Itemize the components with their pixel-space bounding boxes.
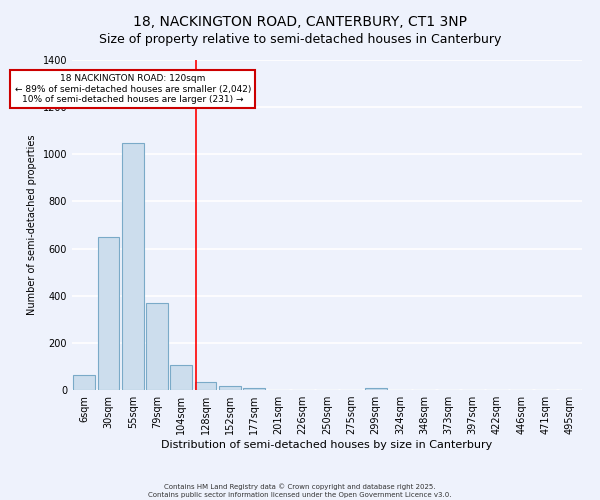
Bar — [97, 237, 119, 390]
Bar — [122, 142, 143, 390]
Bar — [170, 365, 192, 390]
Bar — [219, 386, 241, 390]
X-axis label: Distribution of semi-detached houses by size in Canterbury: Distribution of semi-detached houses by … — [161, 440, 493, 450]
Bar — [73, 374, 95, 390]
Bar — [146, 303, 168, 390]
Bar — [194, 382, 217, 390]
Text: Contains HM Land Registry data © Crown copyright and database right 2025.
Contai: Contains HM Land Registry data © Crown c… — [148, 484, 452, 498]
Y-axis label: Number of semi-detached properties: Number of semi-detached properties — [27, 134, 37, 316]
Text: 18, NACKINGTON ROAD, CANTERBURY, CT1 3NP: 18, NACKINGTON ROAD, CANTERBURY, CT1 3NP — [133, 15, 467, 29]
Text: Size of property relative to semi-detached houses in Canterbury: Size of property relative to semi-detach… — [99, 32, 501, 46]
Text: 18 NACKINGTON ROAD: 120sqm
← 89% of semi-detached houses are smaller (2,042)
10%: 18 NACKINGTON ROAD: 120sqm ← 89% of semi… — [14, 74, 251, 104]
Bar — [243, 388, 265, 390]
Bar — [365, 388, 386, 390]
